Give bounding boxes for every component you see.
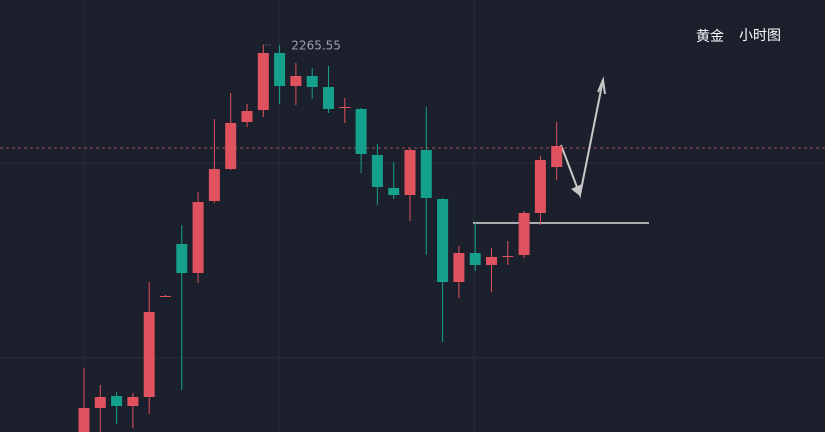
candle-body — [551, 146, 563, 167]
candle-body — [94, 397, 106, 408]
candle-body — [78, 408, 90, 432]
candle-body — [323, 87, 334, 109]
candle-body — [160, 296, 171, 297]
candle-body — [453, 253, 465, 282]
candle-body — [355, 109, 367, 154]
candle-body — [192, 202, 204, 273]
candle-body — [208, 169, 220, 201]
candle-body — [111, 396, 123, 406]
candle-body — [502, 256, 514, 257]
candle-body — [290, 76, 302, 86]
candle-body — [534, 160, 546, 213]
candle-body — [257, 53, 269, 110]
candle-body — [241, 111, 253, 122]
candle-body — [339, 107, 351, 108]
candle-body — [404, 150, 416, 195]
annotation: 2265.55 — [291, 39, 341, 53]
candle-body — [371, 155, 383, 187]
arrow-head — [571, 184, 582, 196]
candle-body — [176, 244, 188, 273]
candle-body — [143, 312, 155, 397]
candle-body — [225, 123, 237, 169]
chart-subtitle: 小时图 — [739, 28, 781, 44]
candle-body — [388, 188, 400, 195]
candle-body — [274, 53, 286, 86]
candle-body — [486, 257, 497, 265]
candle-body — [127, 397, 139, 406]
candle-body — [420, 150, 432, 198]
candle-body — [437, 199, 449, 282]
chart-title: 黄金 — [696, 28, 724, 45]
candle-body — [518, 213, 530, 255]
candle-body — [306, 76, 318, 87]
candle-body — [469, 253, 481, 265]
